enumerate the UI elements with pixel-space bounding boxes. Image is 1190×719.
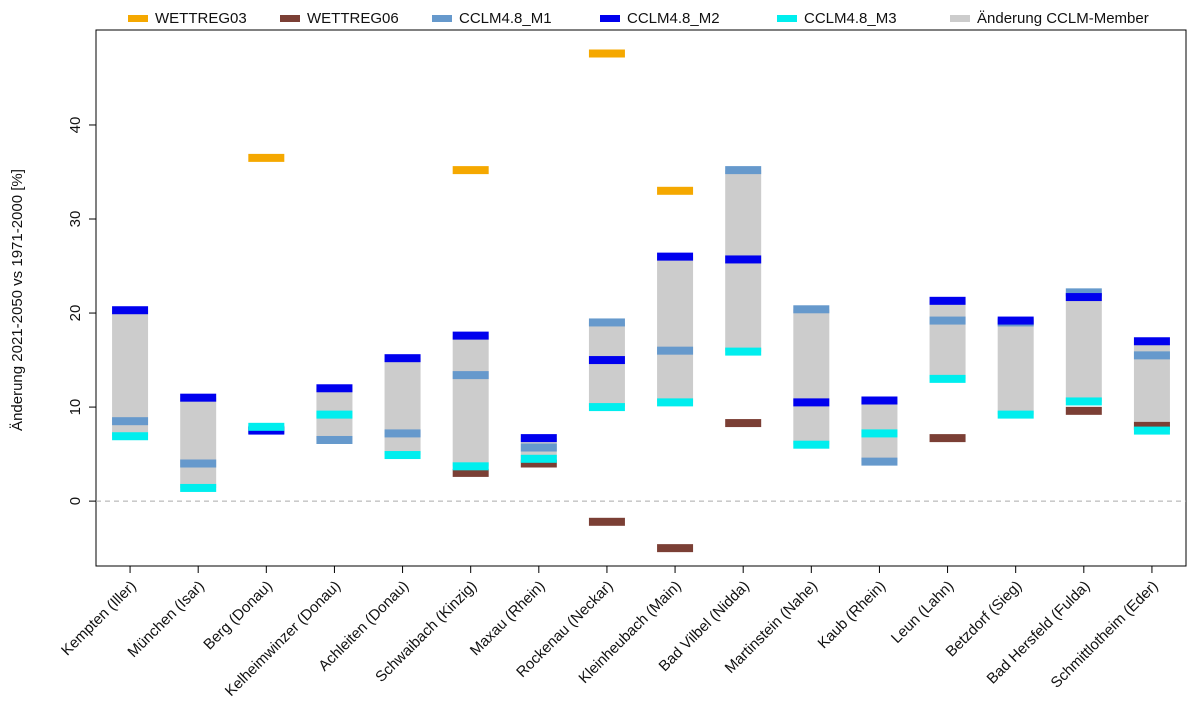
x-tick-label: Leun (Lahn) xyxy=(888,578,957,647)
value-marker xyxy=(1133,337,1170,346)
value-marker xyxy=(861,457,898,466)
value-marker xyxy=(861,429,898,438)
value-marker xyxy=(384,354,421,363)
value-marker xyxy=(520,454,557,463)
value-marker xyxy=(657,398,694,407)
value-marker xyxy=(180,459,217,468)
value-marker xyxy=(112,417,149,426)
value-marker xyxy=(657,186,694,195)
value-marker xyxy=(316,435,353,444)
member-range xyxy=(180,397,217,488)
value-marker xyxy=(1065,406,1102,415)
value-marker xyxy=(452,462,489,471)
value-marker xyxy=(316,384,353,393)
value-marker xyxy=(793,398,830,407)
x-tick-label: Kelheimwinzer (Donau) xyxy=(222,578,344,700)
legend-label: Änderung CCLM-Member xyxy=(977,10,1149,27)
legend-swatch xyxy=(280,15,300,22)
value-marker xyxy=(793,305,830,314)
member-range xyxy=(1065,292,1102,402)
value-marker xyxy=(316,410,353,419)
value-marker xyxy=(1065,288,1102,297)
value-marker xyxy=(520,434,557,443)
value-marker xyxy=(452,331,489,340)
member-range xyxy=(588,322,625,408)
value-marker xyxy=(861,396,898,405)
member-range xyxy=(657,256,694,403)
value-marker xyxy=(997,410,1034,419)
y-axis-label: Änderung 2021-2050 vs 1971-2000 [%] xyxy=(9,169,26,431)
value-marker xyxy=(725,347,762,356)
value-marker xyxy=(248,153,285,162)
value-marker xyxy=(1133,421,1170,430)
legend-swatch xyxy=(128,15,148,22)
value-marker xyxy=(180,393,217,402)
member-range xyxy=(112,310,149,437)
value-marker xyxy=(1065,397,1102,406)
value-marker xyxy=(657,544,694,553)
value-marker xyxy=(997,316,1034,325)
legend-swatch xyxy=(432,15,452,22)
value-marker xyxy=(657,346,694,355)
value-marker xyxy=(588,356,625,365)
value-marker xyxy=(452,166,489,175)
value-marker xyxy=(1065,293,1102,302)
value-marker xyxy=(180,483,217,492)
value-marker xyxy=(452,468,489,477)
legend-swatch xyxy=(777,15,797,22)
value-marker xyxy=(248,422,285,431)
y-tick-label: 0 xyxy=(67,497,84,505)
legend-label: CCLM4.8_M3 xyxy=(804,10,897,27)
value-marker xyxy=(657,252,694,261)
value-marker xyxy=(929,316,966,325)
y-tick-label: 10 xyxy=(67,399,84,416)
y-tick-label: 40 xyxy=(67,117,84,134)
legend-swatch xyxy=(950,15,970,22)
member-range xyxy=(793,309,830,445)
x-tick-label: Kaub (Rhein) xyxy=(815,578,890,653)
value-marker xyxy=(725,419,762,428)
value-marker xyxy=(588,517,625,526)
value-marker xyxy=(112,432,149,441)
value-marker xyxy=(588,49,625,58)
value-marker xyxy=(520,459,557,468)
value-marker xyxy=(384,451,421,460)
value-marker xyxy=(929,296,966,305)
value-marker xyxy=(384,429,421,438)
legend-label: CCLM4.8_M1 xyxy=(459,10,552,27)
value-marker xyxy=(725,255,762,264)
legend-label: WETTREG03 xyxy=(155,10,247,27)
value-marker xyxy=(588,403,625,412)
x-tick-label: Berg (Donau) xyxy=(200,578,276,654)
value-marker xyxy=(793,440,830,449)
value-marker xyxy=(929,434,966,443)
member-range xyxy=(384,358,421,456)
plot-frame xyxy=(95,29,1187,567)
member-range xyxy=(929,300,966,379)
value-marker xyxy=(588,318,625,327)
legend-label: WETTREG06 xyxy=(307,10,399,27)
member-range xyxy=(452,335,489,467)
legend-swatch xyxy=(600,15,620,22)
value-marker xyxy=(1133,351,1170,360)
value-marker xyxy=(452,371,489,380)
member-range xyxy=(997,320,1034,415)
value-marker xyxy=(520,443,557,452)
legend-label: CCLM4.8_M2 xyxy=(627,10,720,27)
value-marker xyxy=(1133,426,1170,435)
value-marker xyxy=(725,166,762,175)
value-marker xyxy=(929,374,966,383)
y-tick-label: 30 xyxy=(67,211,84,228)
value-marker xyxy=(112,306,149,315)
y-tick-label: 20 xyxy=(67,305,84,322)
